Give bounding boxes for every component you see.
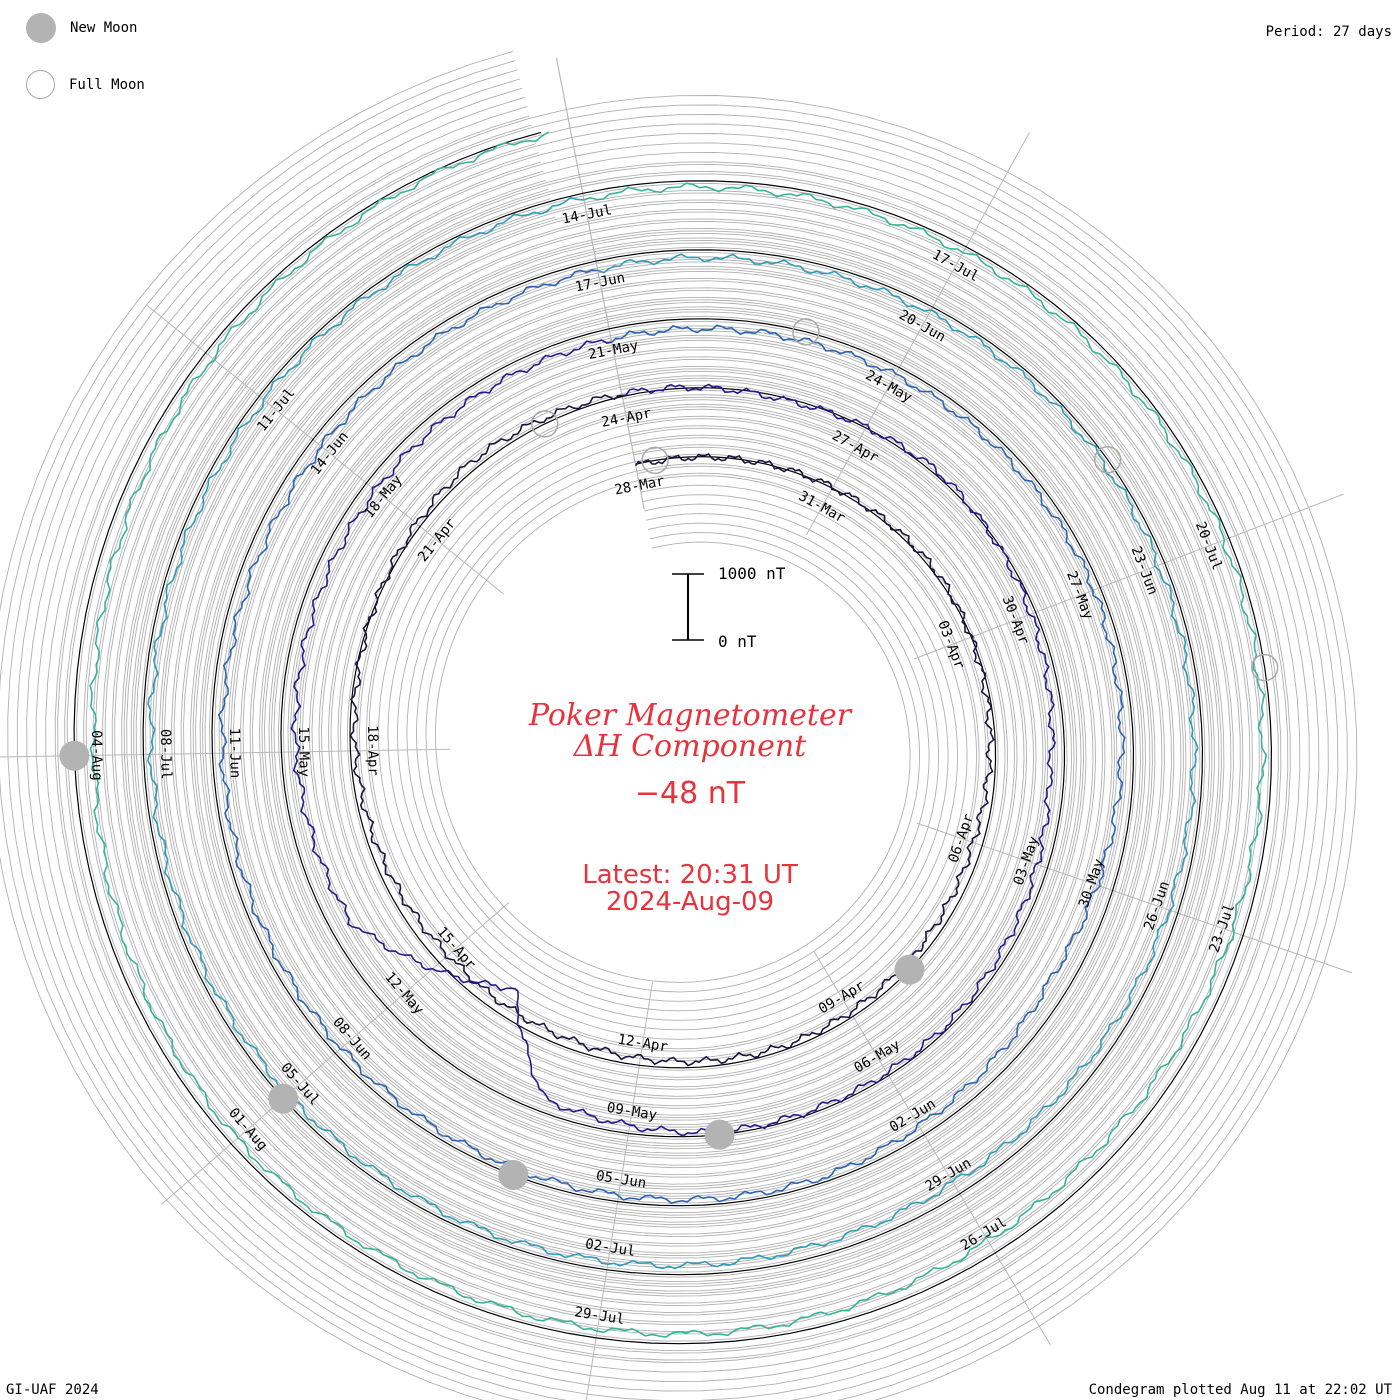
credit-label: GI-UAF 2024 [6, 1382, 99, 1398]
series-line-turn-5 [89, 131, 1268, 1338]
date-tick-label: 28-Mar [613, 473, 666, 498]
series-line-turn-3 [217, 269, 1126, 1205]
full-moon-icon [26, 70, 55, 99]
scale-bar: 1000 nT 0 nT [672, 564, 786, 651]
reference-rings [73, 131, 1273, 1345]
date-tick-label: 08-Jul [157, 729, 174, 780]
grid-ring [26, 87, 1320, 1392]
date-tick-label: 03-Apr [934, 618, 967, 671]
date-tick-label: 24-Apr [600, 405, 653, 430]
grid-ring [0, 50, 1358, 1400]
grid-ring [111, 170, 1234, 1307]
date-spoke [805, 132, 1030, 536]
legend-new-moon: New Moon [26, 13, 137, 43]
date-tick-label: 18-Apr [364, 725, 381, 776]
date-tick-label: 09-May [606, 1100, 658, 1124]
grid-ring [0, 60, 1348, 1400]
grid-ring [121, 179, 1225, 1297]
date-tick-label: 05-Jun [595, 1168, 647, 1192]
grid-ring [83, 143, 1263, 1335]
date-tick-label: 30-Apr [999, 594, 1032, 647]
full-moon-marker [1250, 653, 1279, 682]
legend-full-moon: Full Moon [26, 70, 145, 99]
grid-ring [92, 152, 1253, 1326]
grid-ring [159, 216, 1187, 1259]
grid-ring [64, 124, 1282, 1354]
date-tick-label: 12-May [381, 969, 426, 1018]
scale-bar-top-label: 1000 nT [718, 564, 786, 583]
latest-date: 2024-Aug-09 [605, 887, 775, 917]
date-tick-label: 15-May [295, 726, 312, 777]
scale-bar-bottom-label: 0 nT [718, 632, 757, 651]
date-tick-label: 12-Apr [616, 1032, 668, 1056]
zero-reference-spiral [73, 131, 1273, 1345]
latest-time: Latest: 20:31 UT [582, 860, 798, 890]
grid-ring [54, 115, 1291, 1363]
data-series [89, 131, 1268, 1338]
date-tick-label: 11-Jun [226, 728, 243, 779]
new-moon-marker [59, 740, 90, 771]
new-moon-marker [498, 1160, 529, 1191]
plotted-label: Condegram plotted Aug 11 at 22:02 UT [1088, 1382, 1392, 1398]
grid-rings [0, 50, 1358, 1400]
full-moon-label: Full Moon [69, 76, 145, 93]
date-spoke [585, 981, 653, 1400]
new-moon-icon [26, 13, 56, 43]
grid-ring [140, 198, 1206, 1278]
period-label: Period: 27 days [1265, 24, 1392, 40]
current-value: −48 nT [634, 776, 746, 811]
new-moon-label: New Moon [70, 20, 138, 36]
new-moon-marker [704, 1119, 735, 1150]
date-spoke [555, 57, 645, 510]
full-moon-marker [1093, 445, 1122, 474]
grid-ring [45, 106, 1301, 1373]
grid-ring [7, 69, 1339, 1400]
series-line-turn-2 [290, 339, 1056, 1137]
full-moon-marker [641, 446, 669, 475]
date-spoke [916, 822, 1353, 974]
moon-markers [59, 318, 1279, 1191]
full-moon-marker [792, 318, 820, 346]
date-tick-label: 27-May [1063, 569, 1096, 622]
new-moon-marker [894, 954, 925, 985]
new-moon-marker [268, 1083, 299, 1114]
chart-subtitle: ΔH Component [573, 729, 807, 764]
series-line-turn-4 [147, 196, 1199, 1270]
chart-title: Poker Magnetometer [528, 698, 852, 733]
grid-ring [35, 96, 1310, 1382]
grid-ring [102, 161, 1244, 1316]
date-tick-label: 04-Aug [88, 730, 105, 781]
date-tick-label: 02-Jul [584, 1236, 636, 1260]
full-moon-marker [531, 410, 559, 438]
series-line-turn-1 [349, 394, 995, 1067]
date-spoke [913, 493, 1344, 660]
grid-ring [130, 189, 1215, 1288]
date-tick-label: 29-Jul [573, 1304, 625, 1328]
